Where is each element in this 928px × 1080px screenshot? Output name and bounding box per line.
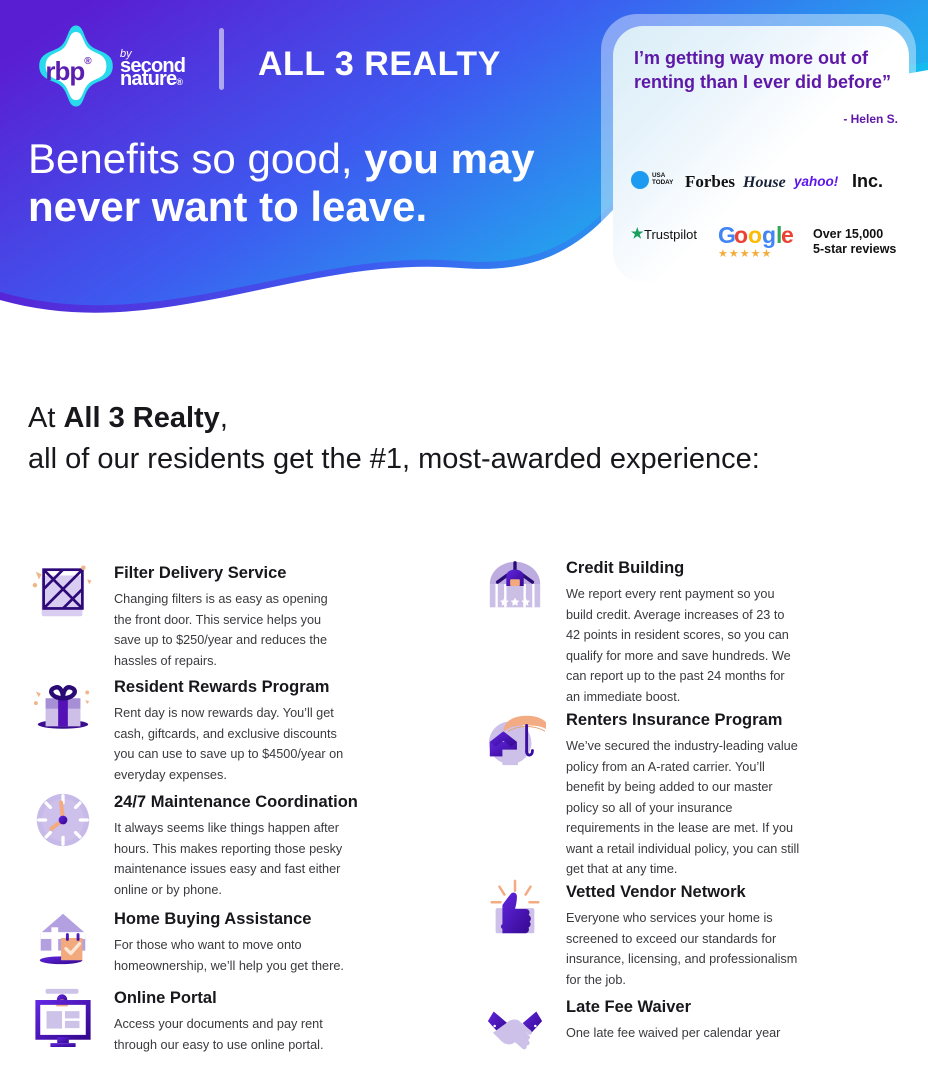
svg-text:o: o: [734, 222, 748, 248]
svg-text:o: o: [748, 222, 762, 248]
svg-text:USA: USA: [652, 172, 666, 179]
svg-text:Over 15,000: Over 15,000: [813, 227, 883, 241]
svg-text:g: g: [762, 222, 776, 248]
svg-text:yahoo!: yahoo!: [793, 174, 839, 189]
svg-text:e: e: [781, 222, 794, 248]
svg-text:Forbes: Forbes: [685, 172, 735, 191]
svg-text:Trustpilot: Trustpilot: [644, 227, 697, 242]
svg-text:★★★★★: ★★★★★: [718, 248, 772, 260]
svg-text:TODAY: TODAY: [652, 179, 674, 186]
svg-text:Inc.: Inc.: [852, 171, 883, 191]
svg-text:House: House: [742, 174, 786, 191]
svg-text:5-star reviews: 5-star reviews: [813, 242, 896, 256]
svg-text:★: ★: [631, 225, 644, 241]
